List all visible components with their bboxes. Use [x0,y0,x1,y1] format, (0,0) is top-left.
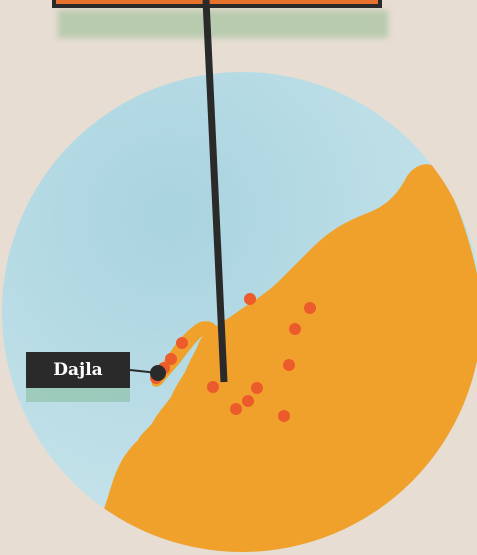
location-pin-icon [150,365,166,381]
site-point [242,395,254,407]
banner-shadow [58,10,388,38]
pointer-line [202,0,228,383]
dajla-marker [129,365,166,381]
map-circle [2,72,477,552]
site-point [207,381,219,393]
site-point [304,302,316,314]
site-point [244,293,256,305]
site-point [278,410,290,422]
site-point [165,353,177,365]
site-point [230,403,242,415]
top-banner [52,0,382,8]
site-point [283,359,295,371]
site-point [289,323,301,335]
place-label-dajla: Dajla [26,352,130,388]
site-point [251,382,263,394]
site-point [176,337,188,349]
